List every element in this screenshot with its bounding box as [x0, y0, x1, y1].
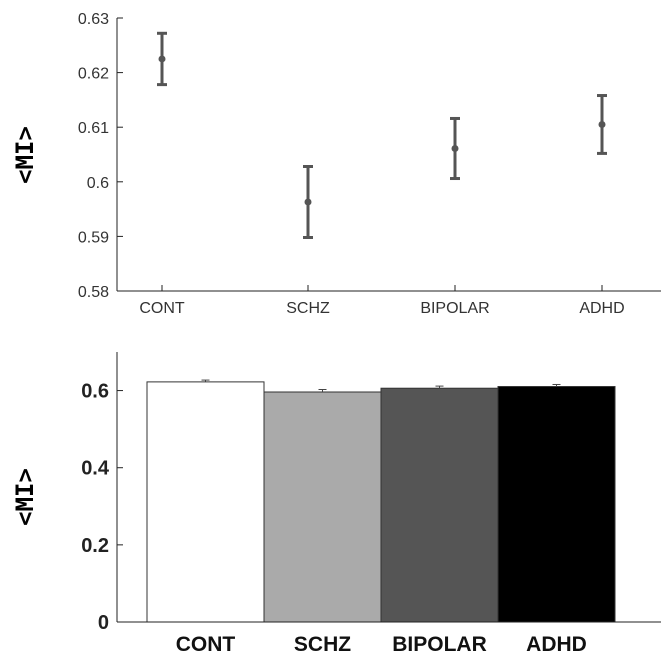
top-x-tick-label: ADHD — [579, 300, 624, 317]
bottom-x-tick-label: CONT — [176, 633, 236, 656]
bottom-y-tick-label: 0 — [98, 612, 109, 634]
top-chart: 0.58 0.59 0.6 0.61 0.62 0.63 CONT SCHZ BIPOLAR AD… — [11, 11, 661, 317]
bottom-y-tick-label: 0.2 — [81, 535, 109, 557]
bar — [497, 386, 616, 623]
top-y-tick-label: 0.62 — [78, 66, 109, 83]
top-y-tick-label: 0.61 — [78, 120, 109, 137]
top-y-axis-label: <MI> — [11, 126, 39, 184]
top-y-tick-label: 0.6 — [87, 175, 109, 192]
bottom-x-tick-label: ADHD — [526, 633, 587, 656]
bottom-y-axis-label: <MI> — [11, 468, 39, 526]
mean-point — [451, 144, 459, 152]
mean-point — [158, 55, 166, 63]
top-y-tick-label: 0.58 — [78, 284, 109, 301]
bottom-y-tick-label: 0.6 — [81, 381, 109, 403]
top-x-tick-label: CONT — [139, 300, 185, 317]
bar — [146, 381, 265, 623]
bar — [263, 391, 382, 623]
top-x-tick-label: SCHZ — [286, 300, 330, 317]
bottom-y-tick-label: 0.4 — [81, 458, 110, 480]
top-y-tick-label: 0.63 — [78, 11, 109, 28]
bottom-x-tick-label: SCHZ — [294, 633, 351, 656]
bar — [380, 387, 499, 623]
mean-point — [304, 198, 312, 206]
bottom-x-tick-label: BIPOLAR — [392, 633, 487, 656]
bottom-chart: CONT SCHZ BIPOLAR ADHD 0 0.2 0.4 0.6 <MI> — [11, 352, 661, 656]
top-y-tick-label: 0.59 — [78, 229, 109, 246]
top-x-tick-label: BIPOLAR — [420, 300, 489, 317]
mean-point — [598, 120, 606, 128]
